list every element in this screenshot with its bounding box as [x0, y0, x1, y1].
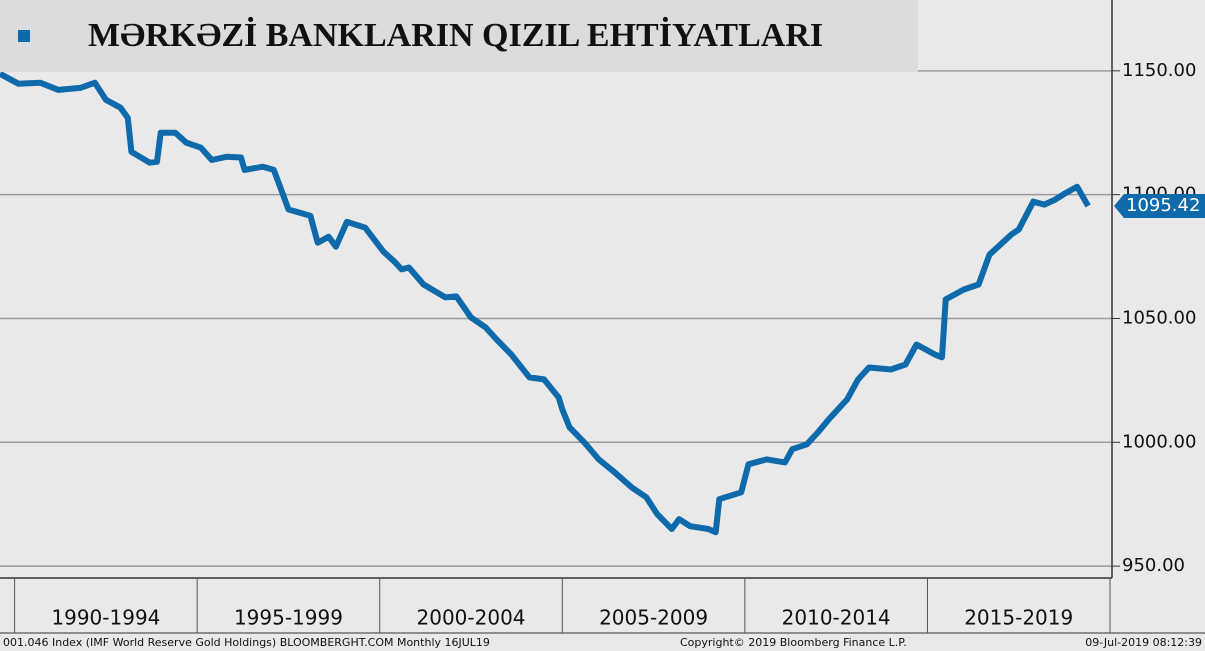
y-tick-label: 1000.00	[1122, 431, 1196, 452]
x-period-label: 2000-2004	[417, 606, 526, 630]
plot	[0, 71, 1091, 536]
y-tick-label: 950.00	[1122, 555, 1185, 576]
data-line	[0, 71, 1091, 536]
legend-entry: MƏRKƏZİ BANKLARIN QIZIL EHTİYATLARI	[88, 16, 823, 54]
x-period-label: 2010-2014	[782, 606, 891, 630]
last-value-tag	[1114, 193, 1205, 218]
x-period-label: 1990-1994	[51, 606, 160, 630]
last-value-label: 1095.42	[1126, 195, 1200, 216]
title-box	[0, 0, 918, 72]
copyright: Copyright© 2019 Bloomberg Finance L.P.	[680, 636, 907, 649]
x-period-label: 2005-2009	[599, 606, 708, 630]
source: 001.046 Index (IMF World Reserve Gold Ho…	[3, 636, 490, 649]
x-period-label: 1995-1999	[234, 606, 343, 630]
timestamp: 09-Jul-2019 08:12:39	[1085, 636, 1202, 649]
legend-swatch	[18, 30, 30, 42]
y-tick-label: 1050.00	[1122, 307, 1196, 328]
x-period-label: 2015-2019	[964, 606, 1073, 630]
y-tick-label: 1150.00	[1122, 60, 1196, 81]
